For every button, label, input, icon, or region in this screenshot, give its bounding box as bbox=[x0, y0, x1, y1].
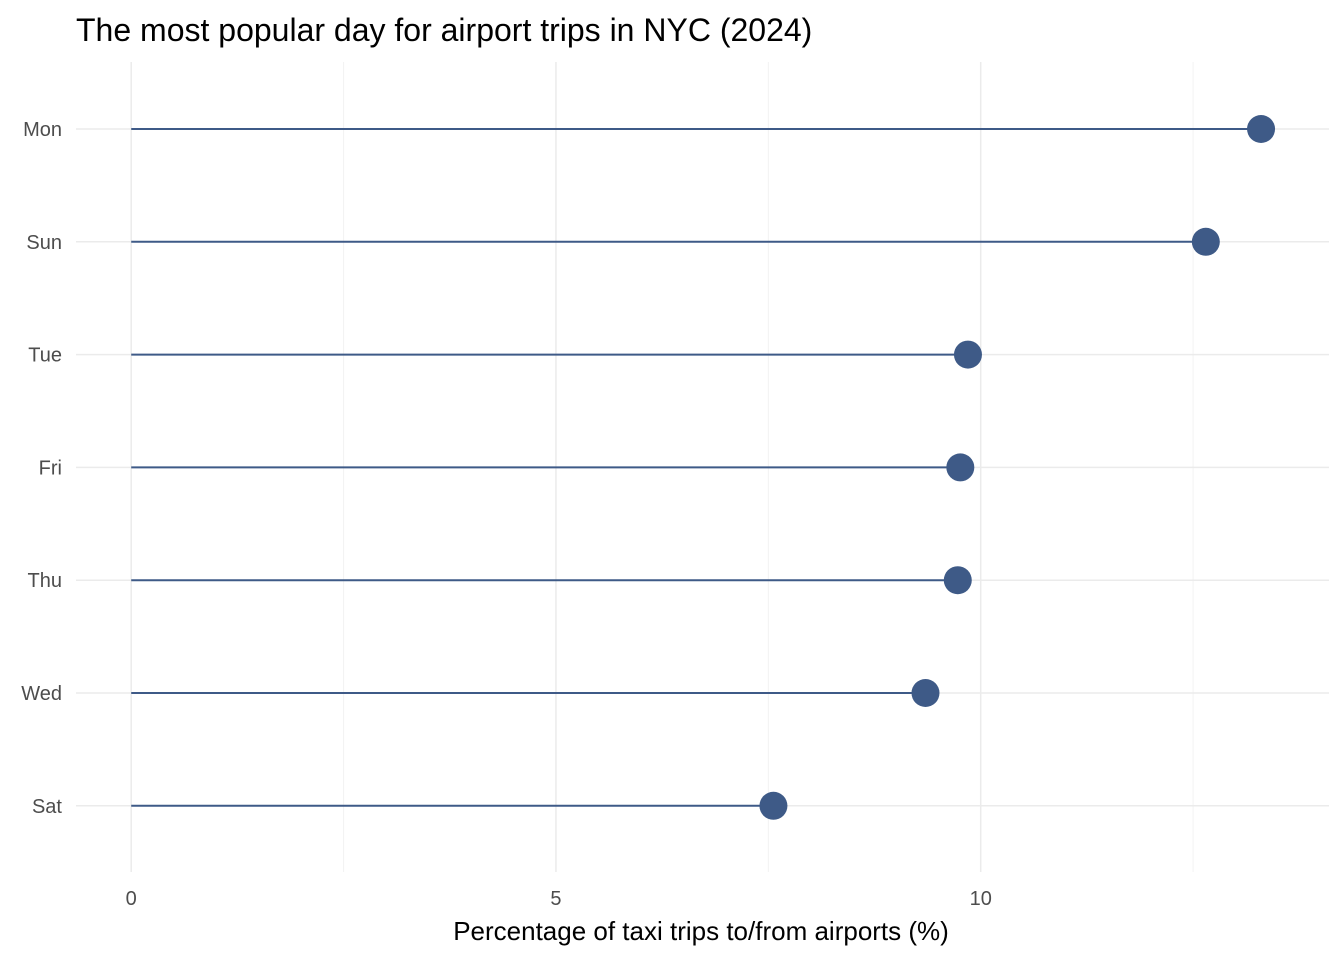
marks-layer bbox=[131, 115, 1276, 820]
y-axis-tick-labels: Mon Sun Tue Fri Thu Wed Sat bbox=[21, 119, 62, 818]
lollipop-point-mon bbox=[1247, 115, 1276, 143]
lollipop-point-sat bbox=[759, 791, 788, 820]
chart-title: The most popular day for airport trips i… bbox=[76, 12, 812, 48]
lollipop-point-sun bbox=[1191, 227, 1220, 256]
x-tick-label: 0 bbox=[126, 888, 137, 910]
y-tick-label-tue: Tue bbox=[28, 345, 62, 367]
lollipop-point-tue bbox=[953, 340, 982, 369]
lollipop-point-fri bbox=[946, 453, 975, 482]
x-axis-tick-labels: 0 5 10 bbox=[126, 888, 992, 910]
x-axis-label: Percentage of taxi trips to/from airport… bbox=[453, 916, 949, 946]
y-tick-label-sat: Sat bbox=[32, 796, 62, 818]
x-tick-label: 10 bbox=[970, 888, 992, 910]
y-tick-label-mon: Mon bbox=[23, 119, 62, 141]
y-tick-label-sun: Sun bbox=[26, 232, 62, 254]
y-tick-label-fri: Fri bbox=[39, 457, 62, 479]
lollipop-point-thu bbox=[943, 566, 972, 595]
lollipop-point-wed bbox=[911, 679, 940, 707]
y-tick-label-wed: Wed bbox=[21, 683, 62, 705]
x-tick-label: 5 bbox=[550, 888, 561, 910]
y-tick-label-thu: Thu bbox=[28, 570, 62, 592]
